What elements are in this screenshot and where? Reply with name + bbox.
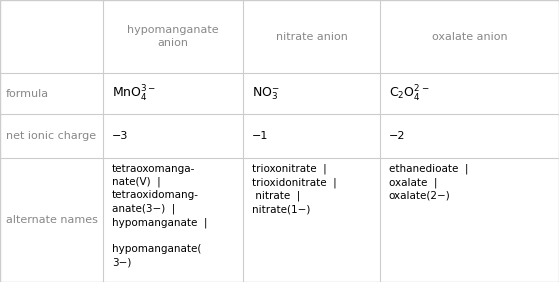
Text: formula: formula	[6, 89, 49, 99]
Text: −1: −1	[252, 131, 268, 141]
Text: trioxonitrate  |
trioxidonitrate  |
 nitrate  |
nitrate(1−): trioxonitrate | trioxidonitrate | nitrat…	[252, 164, 337, 215]
Text: alternate names: alternate names	[6, 215, 97, 225]
Text: ethanedioate  |
oxalate  |
oxalate(2−): ethanedioate | oxalate | oxalate(2−)	[389, 164, 468, 201]
Text: hypomanganate
anion: hypomanganate anion	[127, 25, 219, 48]
Text: MnO$_4^{3-}$: MnO$_4^{3-}$	[112, 84, 156, 104]
Text: oxalate anion: oxalate anion	[432, 32, 508, 42]
Text: −2: −2	[389, 131, 405, 141]
Text: nitrate anion: nitrate anion	[276, 32, 348, 42]
Text: net ionic charge: net ionic charge	[6, 131, 96, 141]
Text: C$_2$O$_4^{2-}$: C$_2$O$_4^{2-}$	[389, 84, 429, 104]
Text: NO$_3^{-}$: NO$_3^{-}$	[252, 85, 280, 102]
Text: tetraoxomanga-
nate(V)  |
tetraoxidomang-
anate(3−)  |
hypomanganate  |

hypoman: tetraoxomanga- nate(V) | tetraoxidomang-…	[112, 164, 207, 267]
Text: −3: −3	[112, 131, 128, 141]
